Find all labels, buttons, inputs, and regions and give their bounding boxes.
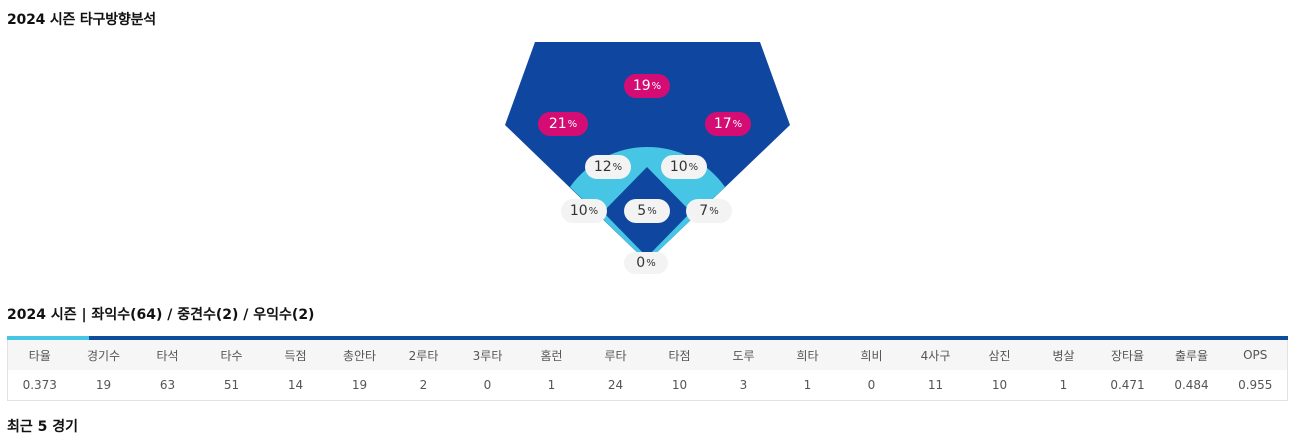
zone-unit: % [612,161,623,173]
column-header: 3루타 [455,340,520,370]
zone-value: 12 [593,159,612,175]
stat-cell: 1 [519,370,584,401]
column-header: 도루 [711,340,776,370]
zone-unit: % [646,257,656,269]
zone-unit: % [651,80,662,92]
zone-unit: % [732,118,743,130]
stat-cell: 63 [135,370,200,401]
stat-cell: 0.484 [1159,370,1224,401]
zone-value: 10 [669,159,688,175]
stat-cell: 0.373 [7,370,72,401]
zone-value: 0 [636,255,646,271]
column-header: 홈런 [519,340,584,370]
stat-cell: 3 [711,370,776,401]
column-header: 경기수 [71,340,136,370]
zone-value: 7 [699,203,709,219]
zone-unit: % [688,161,699,173]
zone-catcher: 0% [624,252,668,274]
table-top-border [7,336,1288,340]
zone-left-field: 21% [538,112,588,136]
column-header: 타율 [7,340,72,370]
stat-cell: 2 [391,370,456,401]
stat-cell: 1 [1031,370,1096,401]
column-header: 희비 [839,340,904,370]
stats-section-title: 2024 시즌 | 좌익수(64) / 중견수(2) / 우익수(2) [7,307,315,323]
stat-cell: 14 [263,370,328,401]
column-header: 삼진 [967,340,1032,370]
zone-right-field: 17% [705,112,751,136]
stat-cell: 19 [327,370,392,401]
column-header: 루타 [583,340,648,370]
zone-unit: % [647,205,657,217]
column-header: 타수 [199,340,264,370]
column-header: 장타율 [1095,340,1160,370]
stat-cell: 11 [903,370,968,401]
stat-cell: 10 [647,370,712,401]
section-title: 2024 시즌 타구방향분석 [7,12,156,28]
zone-value: 17 [713,116,732,132]
hit-direction-field: 19% 21% 17% 12% 10% 10% 5% 7% 0% [505,42,790,274]
column-header: 타석 [135,340,200,370]
column-header: 득점 [263,340,328,370]
table-top-accent [7,336,89,340]
zone-third-base: 10% [561,199,607,223]
zone-pitcher: 5% [624,199,670,223]
stat-cell: 0 [839,370,904,401]
zone-center-field: 19% [624,74,670,98]
column-header: 타점 [647,340,712,370]
zone-value: 21 [548,116,567,132]
zone-short-left: 12% [585,155,631,179]
column-header: 병살 [1031,340,1096,370]
column-header: OPS [1223,340,1288,370]
table-header-row: 타율 경기수 타석 타수 득점 총안타 2루타 3루타 홈런 루타 타점 도루 희타 희비 4사구 삼진 병살 장… [7,340,1288,370]
column-header: 희타 [775,340,840,370]
stat-cell: 1 [775,370,840,401]
zone-value: 5 [637,203,647,219]
stat-cell: 24 [583,370,648,401]
zone-first-base: 7% [686,199,732,223]
column-header: 2루타 [391,340,456,370]
stat-cell: 10 [967,370,1032,401]
stat-cell: 0.955 [1223,370,1288,401]
zone-unit: % [709,205,719,217]
zone-value: 19 [632,78,651,94]
zone-unit: % [567,118,578,130]
column-header: 총안타 [327,340,392,370]
column-header: 출루율 [1159,340,1224,370]
zone-unit: % [588,205,599,217]
stat-cell: 0 [455,370,520,401]
stat-cell: 51 [199,370,264,401]
stat-cell: 0.471 [1095,370,1160,401]
zone-value: 10 [569,203,588,219]
zone-short-right: 10% [661,155,707,179]
recent-games-title: 최근 5 경기 [7,419,79,435]
stat-cell: 19 [71,370,136,401]
table-row: 0.373 19 63 51 14 19 2 0 1 24 10 3 1 0 11 10 1 0.471 0.484… [7,370,1288,401]
column-header: 4사구 [903,340,968,370]
